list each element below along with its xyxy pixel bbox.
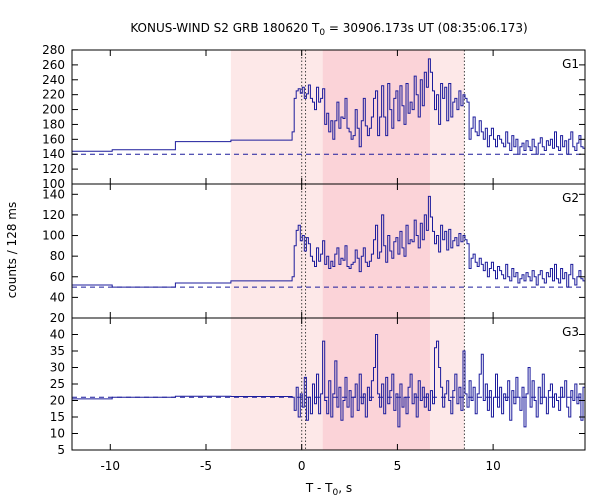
y-tick-label: 140 (42, 187, 65, 201)
shaded-region-2 (322, 318, 430, 450)
y-tick-label: 160 (42, 132, 65, 146)
y-tick-label: 180 (42, 117, 65, 131)
panel-g2: 20 40 60 80 100 120 140 G2 (42, 183, 586, 325)
y-tick-label: 140 (42, 147, 65, 161)
x-tick-label: 10 (485, 459, 500, 473)
y-tick-label: 40 (50, 290, 65, 304)
y-tick-label: 5 (57, 443, 65, 457)
y-tick-label: 10 (50, 427, 65, 441)
y-tick-label: 240 (42, 73, 65, 87)
y-tick-label: 100 (42, 229, 65, 243)
x-tick-label: 0 (298, 459, 306, 473)
count-rate-series-g1 (72, 58, 585, 155)
y-tick-label: 260 (42, 58, 65, 72)
y-tick-label: 30 (50, 361, 65, 375)
y-tick-label: 60 (50, 270, 65, 284)
y-tick-label: 25 (50, 377, 65, 391)
y-tick-label: 40 (50, 328, 65, 342)
count-rate-series-g3 (72, 334, 585, 428)
shaded-region-2 (322, 184, 430, 318)
x-tick-label: 5 (394, 459, 402, 473)
y-tick-label: 100 (42, 177, 65, 191)
y-tick-label: 200 (42, 103, 65, 117)
y-tick-label: 20 (50, 394, 65, 408)
y-tick-label: 220 (42, 88, 65, 102)
x-tick-label: -5 (200, 459, 212, 473)
count-rate-series-g2 (72, 195, 585, 288)
y-tick-label: 35 (50, 344, 65, 358)
panel-label-g2: G2 (562, 191, 579, 205)
chart-title: KONUS-WIND S2 GRB 180620 T0 = 30906.173s… (130, 21, 527, 38)
y-tick-label: 120 (42, 208, 65, 222)
y-tick-label: 20 (50, 311, 65, 325)
y-tick-label: 280 (42, 43, 65, 57)
plot-panels: 120140160180200220240260280100G120406080… (42, 43, 586, 473)
y-tick-label: 80 (50, 249, 65, 263)
panel-label-g3: G3 (562, 325, 579, 339)
panel-g3: 5 10 15 20 25 30 35 40 G3 (50, 317, 586, 457)
panel-label-g1: G1 (562, 57, 579, 71)
y-tick-label: 15 (50, 410, 65, 424)
x-tick-label: -10 (100, 459, 120, 473)
y-axis-label: counts / 128 ms (5, 202, 19, 298)
y-tick-label: 120 (42, 162, 65, 176)
x-axis-label: T - T0, s (305, 481, 352, 498)
